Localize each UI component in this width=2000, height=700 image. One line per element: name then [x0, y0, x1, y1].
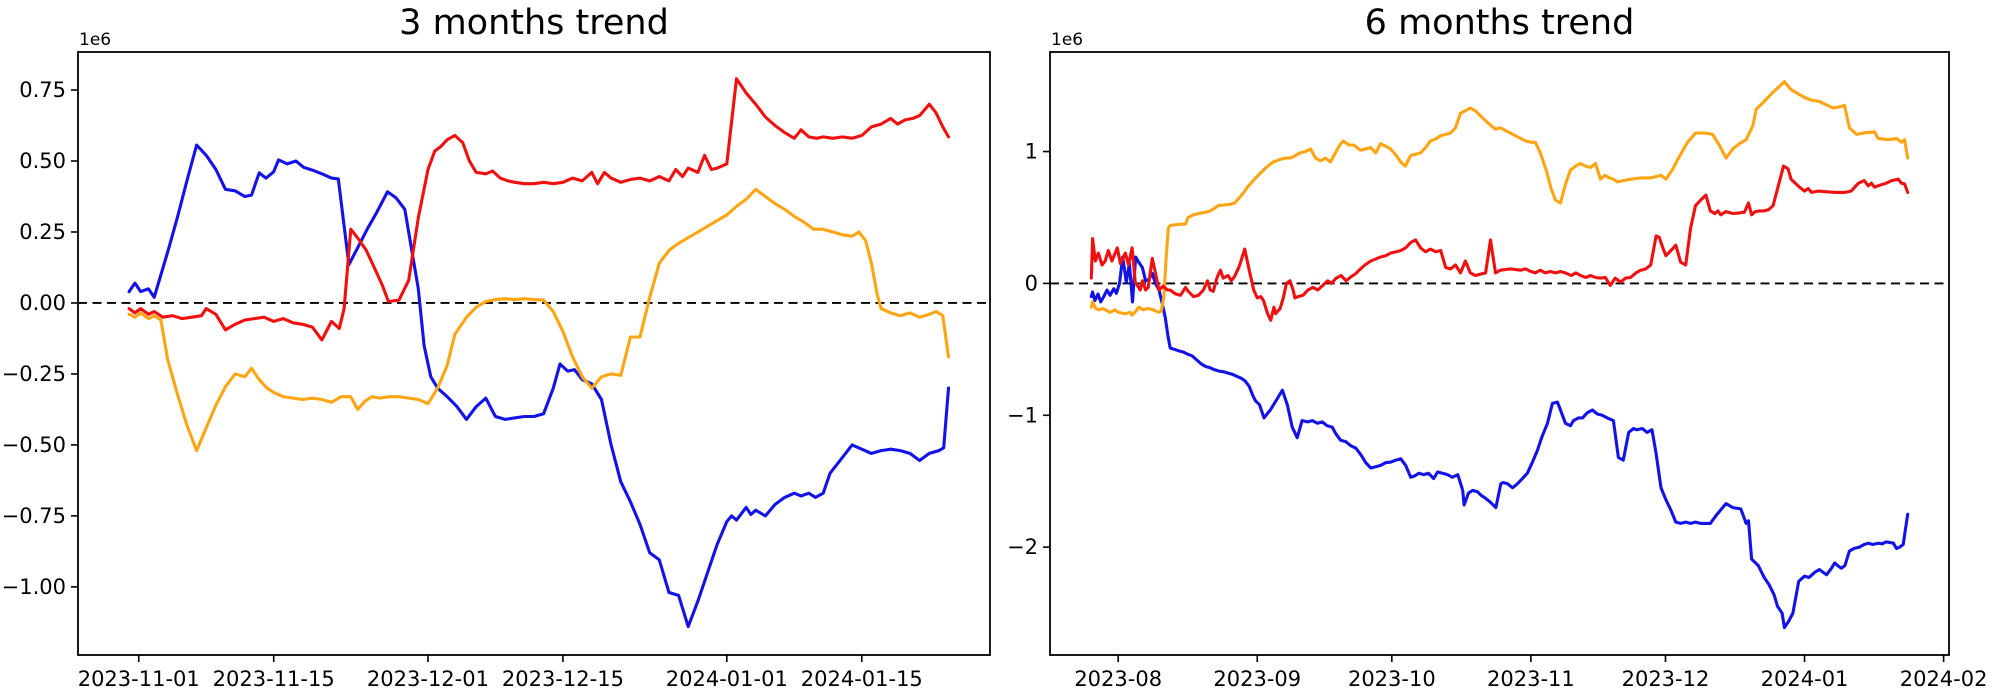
x-tick-label: 2023-09	[1213, 667, 1301, 691]
x-tick-label: 2024-02	[1900, 667, 1988, 691]
y-tick-label: −0.25	[2, 362, 66, 386]
axes-spines	[77, 51, 991, 656]
x-tick-label: 2023-11-15	[213, 667, 335, 691]
x-tick-label: 2023-12-15	[502, 667, 624, 691]
series-blue-line	[1089, 255, 1910, 630]
y-axis-offset-label: 1e6	[1051, 30, 1083, 50]
y-tick-label: 0	[1025, 271, 1038, 295]
y-tick-label: −0.50	[2, 433, 66, 457]
y-tick-label: 1	[1025, 140, 1038, 164]
y-tick-label: 0.00	[19, 291, 66, 315]
chart-title-3-months: 3 months trend	[399, 3, 669, 43]
chart-title-6-months: 6 months trend	[1364, 3, 1635, 43]
x-tick-label: 2024-01	[1761, 667, 1849, 691]
x-tick-label: 2023-12	[1622, 667, 1710, 691]
y-tick-label: −2	[1007, 535, 1038, 559]
x-tick-label: 2023-12-01	[367, 667, 489, 691]
series-red-line	[1089, 164, 1910, 322]
y-tick-label: −1.00	[2, 575, 66, 599]
x-tick-label: 2023-08	[1074, 667, 1162, 691]
y-tick-label: −0.75	[2, 504, 66, 528]
x-tick-label: 2024-01-15	[801, 667, 923, 691]
series-blue-line	[127, 143, 951, 629]
y-tick-label: 0.75	[19, 78, 66, 102]
series-red-line	[127, 77, 951, 342]
series-orange-line	[1089, 80, 1910, 317]
y-tick-label: −1	[1007, 403, 1038, 427]
x-tick-label: 2023-11	[1487, 667, 1575, 691]
y-tick-label: 0.50	[19, 149, 66, 173]
y-tick-label: 0.25	[19, 220, 66, 244]
x-tick-label: 2023-11-01	[78, 667, 200, 691]
y-axis-offset-label: 1e6	[79, 30, 111, 50]
x-tick-label: 2024-01-01	[666, 667, 788, 691]
x-tick-label: 2023-10	[1348, 667, 1436, 691]
series-orange-line	[127, 187, 951, 453]
axes-spines	[1049, 51, 1950, 656]
